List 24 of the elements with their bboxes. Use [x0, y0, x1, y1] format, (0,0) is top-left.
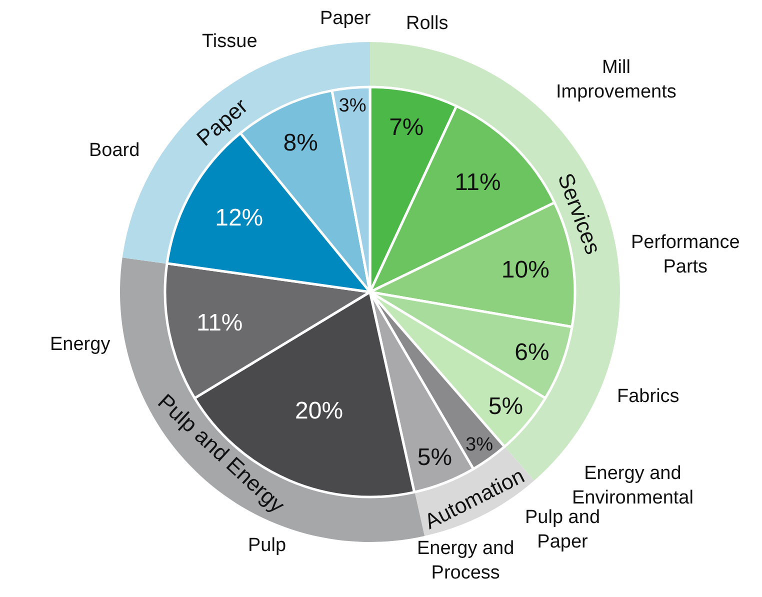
slice-label: Pulp and Paper: [525, 507, 600, 553]
slice-label: Pulp: [248, 535, 286, 556]
slice-label: Performance Parts: [631, 232, 740, 278]
slice-label: Paper: [320, 8, 372, 29]
data-label: 8%: [283, 129, 318, 156]
data-label: 11%: [196, 309, 243, 336]
slice-label: Energy and Environmental: [572, 463, 694, 509]
data-label: 20%: [295, 398, 344, 425]
data-label: 10%: [501, 256, 550, 284]
slice-label: Board: [89, 140, 140, 161]
data-label: 3%: [465, 434, 494, 456]
data-label: 7%: [389, 114, 424, 141]
slice-label: Energy and Process: [417, 538, 514, 584]
data-label: 5%: [417, 444, 452, 471]
slice-label: Mill Improvements: [556, 57, 676, 103]
data-label: 12%: [215, 204, 264, 232]
data-label: 5%: [488, 392, 524, 420]
slice-label: Rolls: [406, 13, 448, 34]
slice-label: Tissue: [202, 31, 258, 52]
slice-label: Energy: [50, 334, 111, 355]
slice-label: Fabrics: [617, 386, 680, 407]
data-label: 6%: [514, 339, 550, 366]
data-label: 11%: [454, 169, 501, 196]
data-label: 3%: [338, 95, 366, 116]
